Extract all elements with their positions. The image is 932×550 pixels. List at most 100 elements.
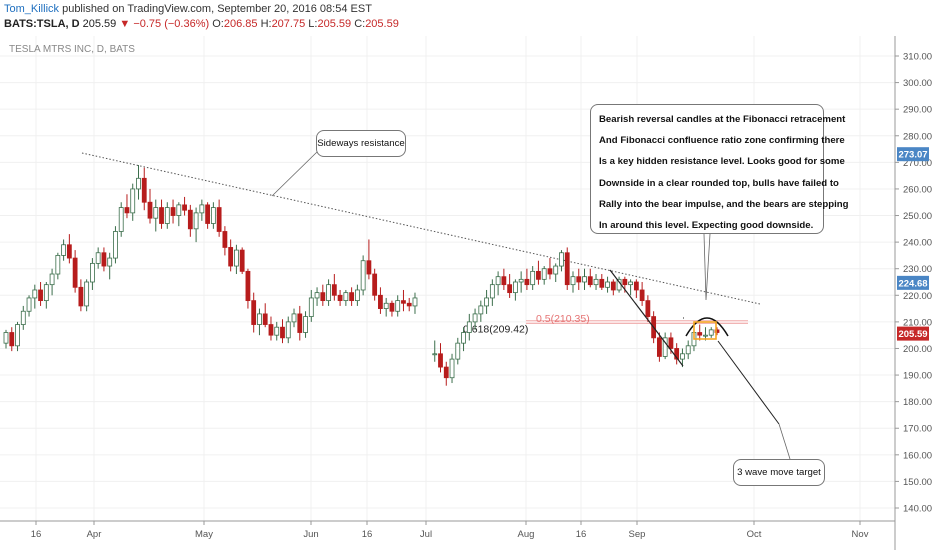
candle <box>455 337 461 365</box>
candle <box>55 252 61 280</box>
candle-body <box>291 313 297 323</box>
candle <box>239 247 245 275</box>
candle-body <box>530 270 536 286</box>
candle-body <box>222 231 228 248</box>
candle <box>449 353 455 384</box>
candle-body <box>331 284 337 296</box>
candle-body <box>628 281 633 286</box>
candle <box>530 266 536 290</box>
author-link[interactable]: Tom_Killick <box>4 3 60 15</box>
target-callout-pointer <box>778 423 791 460</box>
candle-body <box>15 324 20 347</box>
analysis-line: Is a key hidden resistance level. Looks … <box>599 156 845 168</box>
y-tick-label: 190.00 <box>903 371 932 382</box>
analysis-line: Rally into the bear impulse, and the bea… <box>599 198 849 210</box>
candle-body <box>147 201 153 219</box>
target-callout: 3 wave move target <box>733 459 825 486</box>
candle <box>406 297 412 312</box>
candle-body <box>285 321 291 339</box>
candle <box>101 247 107 272</box>
candle-body <box>326 284 331 302</box>
candle-body <box>524 278 530 286</box>
y-tick-label: 150.00 <box>903 477 932 488</box>
candle <box>484 289 489 314</box>
candle-body <box>118 207 124 232</box>
candle-body <box>9 332 15 347</box>
candle <box>164 202 170 229</box>
candle-body <box>536 270 541 280</box>
price-badges: 273.07 224.68 205.59 <box>897 147 929 341</box>
candle-body <box>639 289 645 302</box>
candle <box>43 282 49 309</box>
candle-body <box>383 302 389 309</box>
candle-body <box>708 329 714 336</box>
y-tick-label: 250.00 <box>903 211 932 222</box>
candle <box>9 327 15 352</box>
candle <box>680 348 685 368</box>
y-tick-label: 180.00 <box>903 397 932 408</box>
rounded-top-arc <box>685 317 729 337</box>
y-tick-label: 170.00 <box>903 424 932 435</box>
candle-body <box>199 204 205 214</box>
candle <box>326 279 331 306</box>
candle-body <box>622 278 628 286</box>
candle-body <box>507 284 513 294</box>
candle <box>268 316 274 341</box>
candle-body <box>228 247 234 267</box>
candle <box>153 199 159 232</box>
candle <box>285 316 291 344</box>
candle-body <box>674 348 680 360</box>
price-badge-label: 224.68 <box>898 278 927 289</box>
candle <box>714 327 720 336</box>
candle <box>547 258 553 280</box>
candle-body <box>113 231 118 259</box>
y-tick-label: 240.00 <box>903 238 932 249</box>
candle-body <box>101 252 107 267</box>
candle-body <box>107 257 113 267</box>
y-tick-label: 260.00 <box>903 184 932 195</box>
candle-body <box>570 276 576 286</box>
candle <box>685 340 691 360</box>
candle <box>553 263 559 282</box>
candle <box>412 292 418 314</box>
candle <box>303 311 308 338</box>
candle-body <box>159 207 164 224</box>
open-label: O: <box>212 18 224 30</box>
candle-body <box>170 207 176 216</box>
candle-body <box>645 300 651 317</box>
y-tick-label: 230.00 <box>903 264 932 275</box>
candle <box>257 308 262 336</box>
candle <box>147 188 153 224</box>
analysis-line: Downside in a clear rounded top, bulls h… <box>599 177 839 189</box>
candle <box>38 282 43 306</box>
candle <box>26 295 32 317</box>
candle-body <box>360 260 366 291</box>
candle-body <box>164 207 170 224</box>
candle <box>443 361 449 386</box>
x-tick-label: Aug <box>518 529 535 540</box>
candle-body <box>553 265 559 275</box>
target-text: 3 wave move target <box>737 467 821 478</box>
candle <box>576 268 582 290</box>
candle-body <box>343 292 349 302</box>
candle-body <box>262 313 268 325</box>
candle-body <box>697 332 703 336</box>
chart-title: TESLA MTRS INC, D, BATS <box>9 44 135 55</box>
candle <box>205 202 211 229</box>
candle-body <box>124 207 130 214</box>
x-tick-label: May <box>195 529 213 540</box>
candle <box>3 329 9 349</box>
candle <box>84 279 90 312</box>
y-tick-label: 140.00 <box>903 504 932 515</box>
candle-body <box>401 300 406 304</box>
candle-body <box>234 249 239 267</box>
candle-body <box>245 270 251 302</box>
candle-body <box>587 276 593 286</box>
candle <box>170 199 176 224</box>
y-tick-label: 220.00 <box>903 291 932 302</box>
candle-body <box>466 321 472 333</box>
analysis-line: And Fibonacci confluence ratio zone conf… <box>599 135 845 147</box>
candle-body <box>20 310 26 325</box>
fib-05-label: 0.5(210.35) <box>536 313 590 325</box>
candle <box>107 252 113 280</box>
